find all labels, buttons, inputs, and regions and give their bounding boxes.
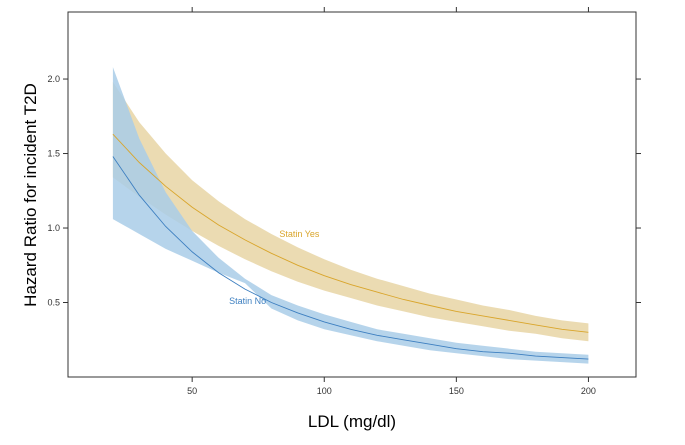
statin-yes-label: Statin Yes [279, 229, 320, 239]
x-axis: 50 100 150 200 [187, 7, 596, 396]
x-axis-title: LDL (mg/dl) [308, 412, 396, 431]
confidence-bands [112, 67, 589, 364]
statin-yes-line [112, 133, 589, 333]
plot-frame [67, 11, 637, 378]
x-tick-label-200: 200 [581, 386, 596, 396]
statin-yes-confidence-band [112, 82, 589, 342]
x-tick-label-50: 50 [187, 386, 197, 396]
statin-no-line [112, 156, 589, 360]
statin-no-label: Statin No [229, 296, 266, 306]
y-axis-title: Hazard Ratio for incident T2D [21, 83, 40, 307]
y-tick-label-2.0: 2.0 [47, 74, 60, 84]
y-tick-label-1.5: 1.5 [47, 149, 60, 159]
series-labels: Statin Yes Statin No [229, 229, 320, 306]
x-tick-label-150: 150 [449, 386, 464, 396]
y-tick-label-0.5: 0.5 [47, 298, 60, 308]
y-axis: 0.5 1.0 1.5 2.0 [47, 74, 641, 308]
y-tick-label-1.0: 1.0 [47, 223, 60, 233]
series-lines [112, 133, 589, 360]
x-tick-label-100: 100 [317, 386, 332, 396]
